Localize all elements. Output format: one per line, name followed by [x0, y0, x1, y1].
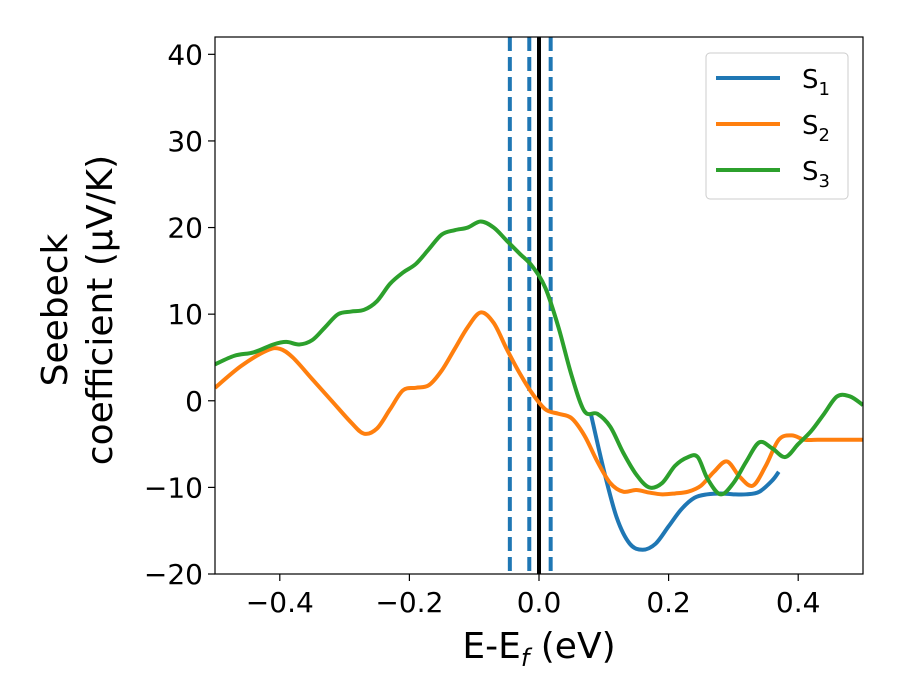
x-axis-label: E-Ef (eV): [462, 626, 615, 672]
y-tick-label: 10: [167, 298, 203, 331]
y-tick-label: 0: [185, 385, 203, 418]
y-axis-label-line1: Seebeck: [35, 233, 76, 386]
y-axis: −20 −10 0 10 20 30 40: [144, 38, 215, 591]
vertical-reference-lines: [507, 37, 553, 574]
legend: S1 S2 S3: [705, 52, 849, 200]
legend-label-s1: S1: [802, 65, 830, 100]
x-axis: −0.4 −0.2 0.0 0.2 0.4: [246, 574, 821, 619]
y-tick-label: −10: [144, 471, 203, 504]
series-line-s2: [215, 310, 863, 497]
x-tick-label: −0.2: [375, 586, 443, 619]
y-tick-label: −20: [144, 558, 203, 591]
legend-label-s3: S3: [802, 157, 830, 192]
y-tick-label: 40: [167, 38, 203, 71]
y-axis-label-line2: coefficient (μV/K): [80, 155, 121, 465]
y-tick-label: 30: [167, 125, 203, 158]
x-tick-label: 0.4: [776, 586, 821, 619]
x-tick-label: 0.0: [517, 586, 562, 619]
y-tick-label: 20: [167, 212, 203, 245]
series-line-s3: [215, 219, 863, 497]
legend-label-s2: S2: [802, 111, 830, 146]
x-tick-label: −0.4: [246, 586, 314, 619]
x-tick-label: 0.2: [646, 586, 691, 619]
series-line-s1: [588, 413, 781, 552]
series-group: [215, 219, 863, 552]
